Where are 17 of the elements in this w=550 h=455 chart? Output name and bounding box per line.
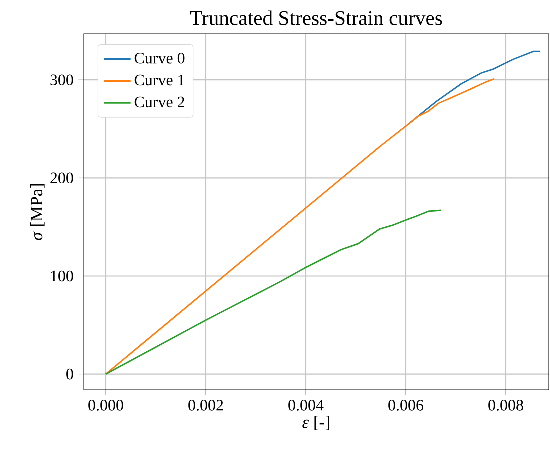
y-tick-label: 0 xyxy=(66,368,74,380)
y-tick-label: 200 xyxy=(50,172,74,184)
chart-title: Truncated Stress-Strain curves xyxy=(190,10,442,26)
x-tick-label: 0.004 xyxy=(288,400,324,411)
x-tick-label: 0.000 xyxy=(88,400,124,411)
x-tick-label: 0.006 xyxy=(388,400,424,411)
x-tick-label: 0.002 xyxy=(188,400,224,411)
y-tick-label: 100 xyxy=(51,270,74,282)
line-series xyxy=(105,210,442,376)
y-tick-label: 300 xyxy=(50,74,74,86)
y-axis-title: σ [MPa] xyxy=(30,184,45,240)
legend-label: Curve 0 xyxy=(134,52,185,64)
x-axis-title: ε [-] xyxy=(302,416,330,430)
line-series xyxy=(406,50,541,126)
legend-label: Curve 2 xyxy=(134,96,184,108)
x-tick-label: 0.008 xyxy=(488,400,524,411)
legend-label: Curve 1 xyxy=(134,74,184,86)
